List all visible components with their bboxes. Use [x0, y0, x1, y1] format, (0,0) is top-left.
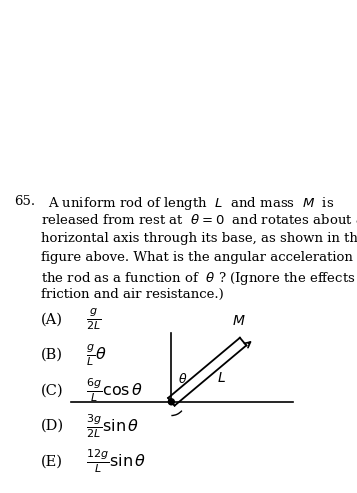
Text: A uniform rod of length  $L$  and mass  $M$  is: A uniform rod of length $L$ and mass $M$…	[48, 195, 335, 211]
Text: $\frac{3g}{2L}\sin\theta$: $\frac{3g}{2L}\sin\theta$	[86, 412, 139, 440]
Text: (D): (D)	[41, 419, 64, 433]
Text: $\frac{12g}{L}\sin\theta$: $\frac{12g}{L}\sin\theta$	[86, 448, 146, 475]
Text: (E): (E)	[41, 455, 63, 468]
Text: (C): (C)	[41, 384, 64, 397]
Text: $\frac{6g}{L}\cos\theta$: $\frac{6g}{L}\cos\theta$	[86, 377, 143, 404]
Circle shape	[169, 399, 174, 405]
Text: friction and air resistance.): friction and air resistance.)	[41, 288, 224, 301]
Text: $L$: $L$	[217, 371, 226, 386]
Text: 65.: 65.	[14, 195, 35, 208]
Text: $\frac{g}{L}\theta$: $\frac{g}{L}\theta$	[86, 342, 106, 368]
Text: (B): (B)	[41, 348, 63, 362]
Text: (A): (A)	[41, 313, 63, 326]
Text: released from rest at  $\theta = 0$  and rotates about a: released from rest at $\theta = 0$ and r…	[41, 213, 357, 227]
Text: horizontal axis through its base, as shown in the: horizontal axis through its base, as sho…	[41, 232, 357, 245]
Text: the rod as a function of  $\theta$ ? (Ignore the effects of: the rod as a function of $\theta$ ? (Ign…	[41, 270, 357, 286]
Text: $\theta$: $\theta$	[178, 372, 188, 386]
Text: $M$: $M$	[232, 314, 246, 327]
Text: $\frac{g}{2L}$: $\frac{g}{2L}$	[86, 307, 101, 332]
Text: figure above. What is the angular acceleration of: figure above. What is the angular accele…	[41, 251, 357, 264]
